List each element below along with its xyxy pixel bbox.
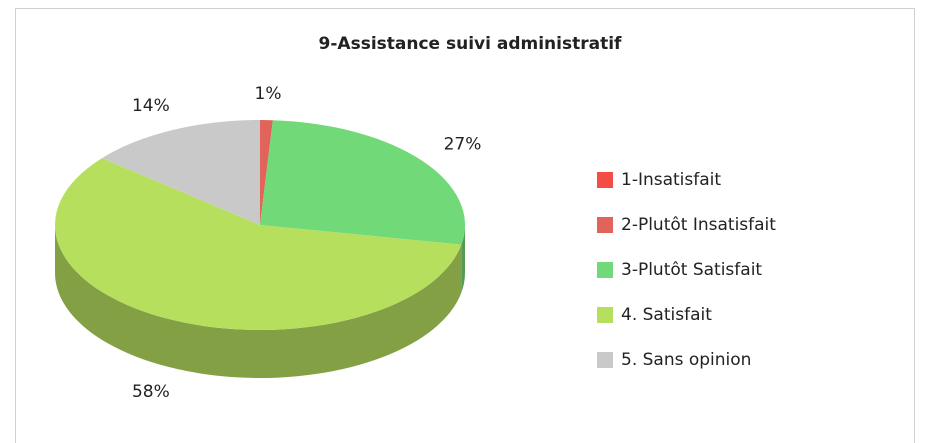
data-label: 58% [132,382,170,402]
legend-swatch [597,307,613,323]
slice [260,120,465,245]
legend-label: 5. Sans opinion [621,350,751,370]
data-label: 1% [255,84,282,104]
slice-side [461,225,465,293]
legend-swatch [597,262,613,278]
legend-swatch [597,172,613,188]
slice-side [55,225,462,379]
legend-swatch [597,352,613,368]
legend-label: 1-Insatisfait [621,170,721,190]
slice [260,120,273,225]
legend-label: 3-Plutôt Satisfait [621,260,762,280]
slice [102,120,260,225]
chart-title: 9-Assistance suivi administratif [319,34,622,54]
data-label: 27% [444,135,482,155]
data-label: 14% [132,96,170,116]
legend-label: 2-Plutôt Insatisfait [621,215,776,235]
legend-label: 4. Satisfait [621,305,712,325]
slice [54,158,462,330]
legend-swatch [597,217,613,233]
